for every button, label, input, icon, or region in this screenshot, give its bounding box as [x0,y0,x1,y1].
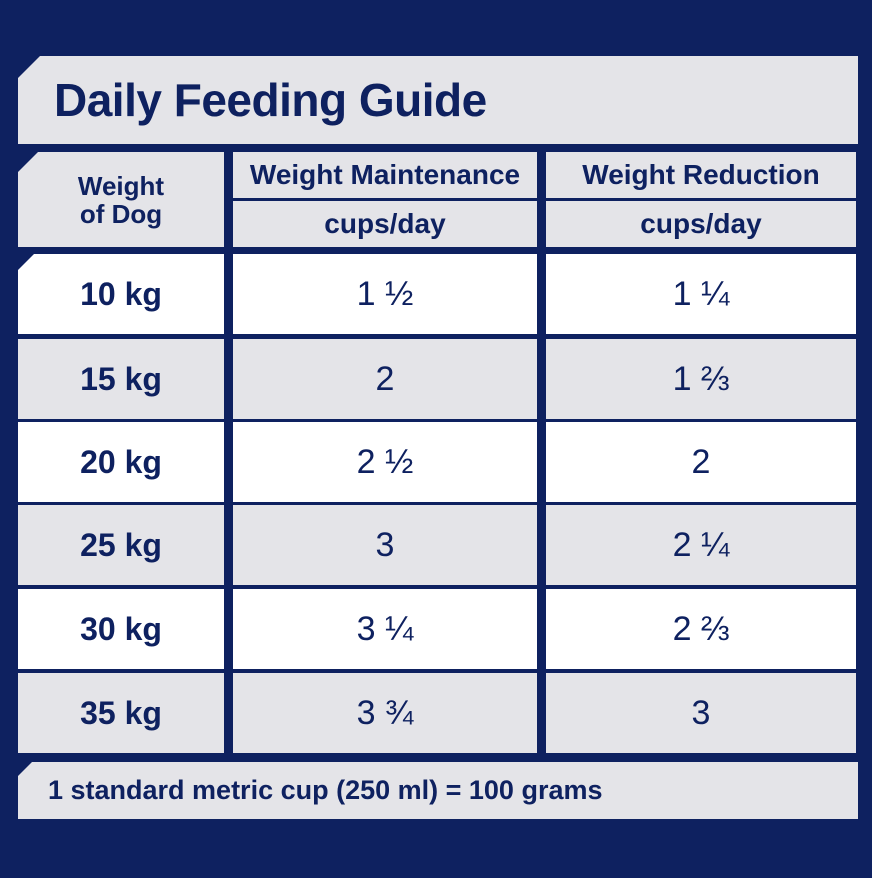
row-reduction-cell: 2 ⅔ [546,589,856,669]
row-weight-cell: 25 kg [18,505,224,585]
row-weight-cell: 30 kg [18,589,224,669]
row-weight-cell: 15 kg [18,339,224,419]
footer-bar [18,762,858,819]
page-title: Daily Feeding Guide [54,74,487,126]
row-maintenance-cell: 3 ¼ [233,589,537,669]
row-reduction-cell: 1 ⅔ [546,339,856,419]
row-maintenance-cell: 2 ½ [233,422,537,502]
header-weight-reduction: Weight Reduction [546,152,856,198]
title-bar [18,56,858,144]
row-maintenance-cell: 3 [233,505,537,585]
header-unit-maintenance: cups/day [233,201,537,247]
row-weight-cell: 35 kg [18,673,224,753]
row-maintenance-cell: 1 ½ [233,254,537,334]
header-weight-line2: of Dog [79,198,163,229]
row-reduction-cell: 2 [546,422,856,502]
header-weight-of-dog: Weight of Dog [18,152,224,247]
footer-note: 1 standard metric cup (250 ml) = 100 gra… [48,775,603,805]
header-weight-maintenance: Weight Maintenance [233,152,537,198]
row-maintenance-cell: 3 ¾ [233,673,537,753]
row-weight-cell: 10 kg [18,254,224,334]
row-weight-cell: 20 kg [18,422,224,502]
header-unit-reduction: cups/day [546,201,856,247]
header-weight-line1: Weight [77,170,165,201]
row-reduction-cell: 2 ¼ [546,505,856,585]
row-maintenance-cell: 2 [233,339,537,419]
row-reduction-cell: 1 ¼ [546,254,856,334]
row-reduction-cell: 3 [546,673,856,753]
